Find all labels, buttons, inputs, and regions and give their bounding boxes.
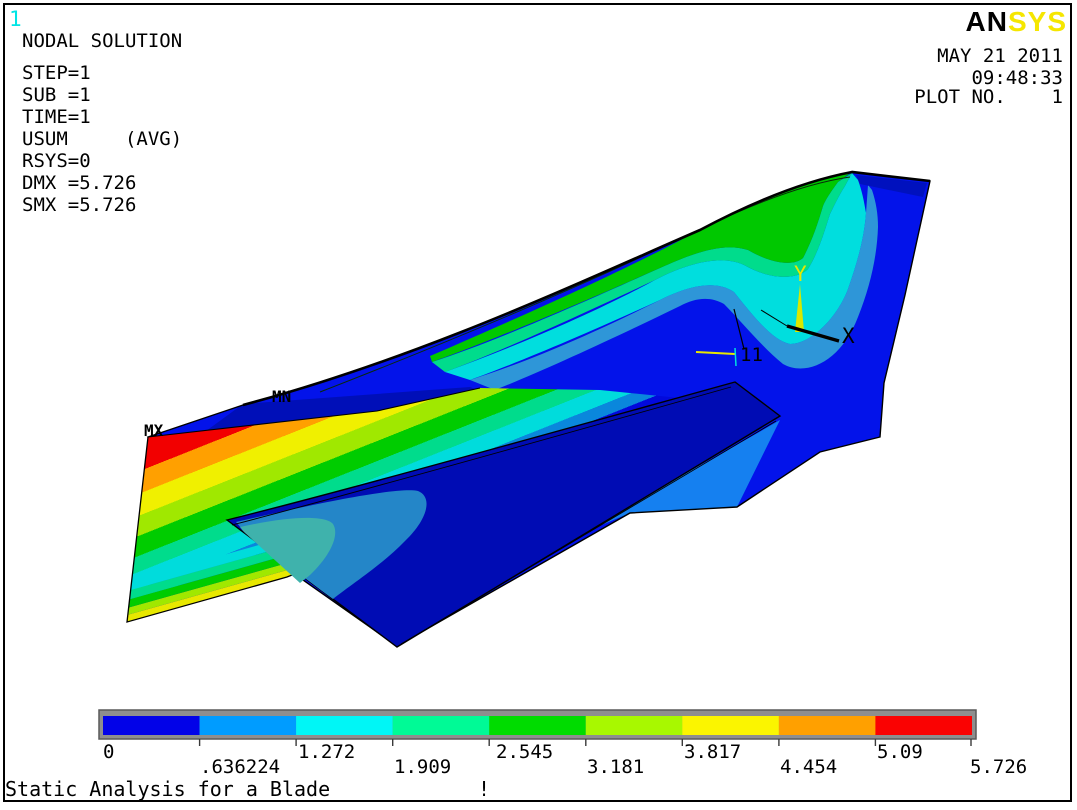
plate-thickness-bottom <box>400 420 777 645</box>
ansys-logo: ANSYS <box>966 6 1067 37</box>
bottom-plate <box>225 381 782 648</box>
contour-band-cyan <box>445 173 866 380</box>
legend-segment <box>199 716 297 735</box>
legend-segment <box>682 716 779 735</box>
contour-band-navy-tip <box>856 175 927 197</box>
blade-top-edge <box>242 170 931 407</box>
contour-band-springgreen <box>432 173 852 372</box>
legend-value: 5.726 <box>970 756 1027 778</box>
info-line: NODAL SOLUTION <box>22 30 182 52</box>
legend-segment <box>489 716 586 735</box>
legend-segment <box>875 716 972 735</box>
panel-top-edge <box>147 387 481 438</box>
plate-base <box>225 381 782 648</box>
footer: Static Analysis for a Blade ! <box>5 777 490 801</box>
node-leader-line <box>733 308 745 350</box>
legend-value: 2.545 <box>496 741 553 763</box>
plate-thickness-top <box>231 386 732 526</box>
info-line: TIME=1 <box>22 106 91 128</box>
ansys-logo-an: AN <box>966 6 1008 37</box>
max-displacement-label: MX <box>144 421 164 440</box>
analysis-title: Static Analysis for a Blade <box>5 777 330 801</box>
plot-number: PLOT NO. 1 <box>914 86 1063 108</box>
y-axis-arrow <box>795 284 804 332</box>
legend-value: 1.272 <box>298 741 355 763</box>
z-axis-line <box>760 309 788 327</box>
plot-time: 09:48:33 <box>971 67 1063 89</box>
legend-segment <box>103 716 200 735</box>
legend-bar: 0 .636224 1.272 1.909 2.545 3.181 3.817 … <box>98 709 1027 778</box>
window-region-number: 1 <box>9 7 22 31</box>
y-axis-label: Y <box>794 262 807 286</box>
header-right: ANSYS MAY 21 2011 09:48:33 PLOT NO. 1 <box>914 6 1067 108</box>
x-axis-label: X <box>842 324 855 348</box>
legend-value: 3.181 <box>587 756 644 778</box>
prompt-marker: ! <box>478 777 490 801</box>
info-line: SUB =1 <box>22 84 91 106</box>
legend-value: 4.454 <box>780 756 837 778</box>
contour-band-green <box>430 172 852 362</box>
legend-value: 1.909 <box>394 756 451 778</box>
x-axis-arrow <box>786 324 840 343</box>
yellow-tick-line <box>695 351 736 355</box>
legend-value: 0 <box>103 741 114 763</box>
info-line: RSYS=0 <box>22 150 91 172</box>
legend-segment <box>392 716 490 735</box>
min-displacement-label: MN <box>272 387 291 406</box>
info-line: USUM (AVG) <box>22 128 182 150</box>
info-line: SMX =5.726 <box>22 194 136 216</box>
legend-labels: 0 .636224 1.272 1.909 2.545 3.181 3.817 … <box>103 741 1027 778</box>
info-line: DMX =5.726 <box>22 172 136 194</box>
ansys-logo-sys: SYS <box>1008 6 1067 37</box>
legend-value: .636224 <box>200 756 280 778</box>
legend-value: 5.09 <box>877 741 923 763</box>
legend-ticks <box>198 739 972 746</box>
solution-info-block: NODAL SOLUTION STEP=1 SUB =1 TIME=1 USUM… <box>22 30 182 216</box>
plot-date: MAY 21 2011 <box>937 45 1063 67</box>
node-number-label: 11 <box>740 344 763 366</box>
plate-contour-teal <box>240 517 336 583</box>
legend-segment <box>778 716 876 735</box>
legend-segment <box>585 716 683 735</box>
cyan-tick-line <box>734 347 737 367</box>
info-line: STEP=1 <box>22 62 91 84</box>
model-annotations: MX MN 11 Y X <box>144 262 855 440</box>
window-border <box>3 3 1072 802</box>
legend-segment <box>296 716 393 735</box>
legend-value: 3.817 <box>684 741 741 763</box>
contour-band-lightblue <box>470 185 878 390</box>
